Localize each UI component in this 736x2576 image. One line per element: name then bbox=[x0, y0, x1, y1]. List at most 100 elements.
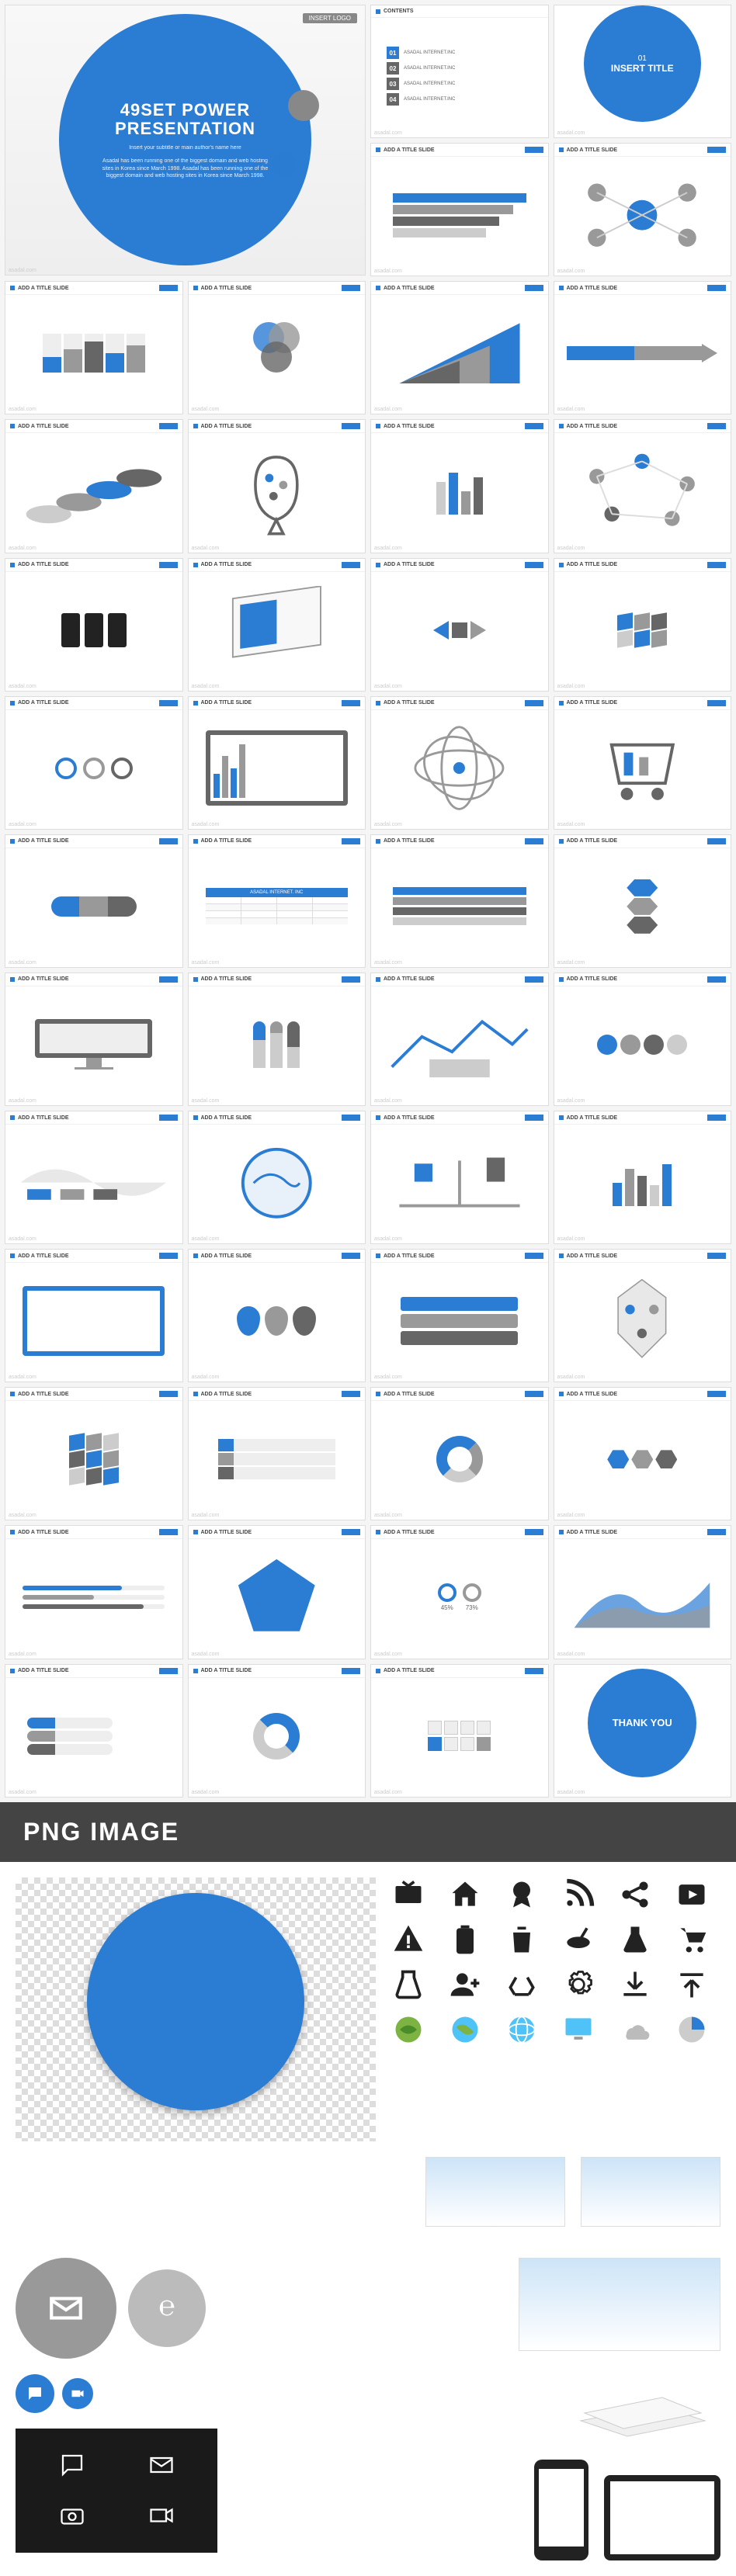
hero-subtitle: Insert your subtitle or main author's na… bbox=[129, 144, 241, 151]
paper-stack-icon bbox=[565, 2366, 720, 2444]
chat-icon bbox=[31, 2444, 113, 2487]
gear-icon bbox=[561, 1968, 595, 2002]
user-add-icon bbox=[448, 1968, 482, 2002]
pie-icon bbox=[675, 2013, 709, 2047]
contents-text: ASADAL INTERNET.INC bbox=[404, 50, 455, 55]
device-mockups bbox=[534, 2460, 720, 2560]
template-slide: ADD A TITLE SLIDEasadal.com bbox=[188, 1525, 366, 1659]
contents-num: 02 bbox=[387, 62, 399, 75]
template-slide: ADD A TITLE SLIDE asadal.com bbox=[554, 143, 732, 276]
template-slide: ADD A TITLE SLIDEasadal.com bbox=[188, 1111, 366, 1244]
home-icon bbox=[448, 1877, 482, 1912]
stock-image-placeholder bbox=[581, 2157, 720, 2227]
template-slide: ADD A TITLE SLIDE asadal.com bbox=[370, 143, 549, 276]
template-slide: ADD A TITLE SLIDEasadal.com bbox=[5, 834, 183, 968]
template-slide: ADD A TITLE SLIDEasadal.com bbox=[554, 419, 732, 553]
template-slide: ADD A TITLE SLIDE 45% 73% asadal.com bbox=[370, 1525, 549, 1659]
e-circle-icon: ℮ bbox=[128, 2269, 206, 2347]
stock-image-placeholder bbox=[425, 2157, 565, 2227]
hero-title-1: 49SET POWER bbox=[120, 101, 250, 120]
template-slide: ADD A TITLE SLIDEasadal.com bbox=[554, 281, 732, 414]
accent-dot bbox=[376, 9, 380, 14]
contents-num: 01 bbox=[387, 47, 399, 59]
gray-icon-circles: ℮ bbox=[16, 2258, 360, 2359]
template-slide: ADD A TITLE SLIDE asadal.com bbox=[370, 1249, 549, 1382]
template-slide: ADD A TITLE SLIDE asadal.com bbox=[5, 696, 183, 830]
template-slide: ADD A TITLE SLIDE asadal.com bbox=[188, 1387, 366, 1520]
template-slide: ADD A TITLE SLIDEasadal.com bbox=[554, 1111, 732, 1244]
hero-deco-circle bbox=[288, 90, 319, 121]
template-slide: ADD A TITLE SLIDE asadal.com bbox=[370, 1664, 549, 1798]
thankyou-circle: THANK YOU bbox=[588, 1669, 696, 1777]
template-slide: ADD A TITLE SLIDEASADAL INTERNET. INC as… bbox=[188, 834, 366, 968]
template-slide: ADD A TITLE SLIDE asadal.com bbox=[554, 834, 732, 968]
png-section-header: PNG IMAGE bbox=[0, 1802, 736, 1862]
alert-icon bbox=[391, 1922, 425, 1957]
share-icon bbox=[618, 1877, 652, 1912]
png-preview-left bbox=[16, 1877, 376, 2141]
template-slide: ADD A TITLE SLIDEasadal.com bbox=[5, 973, 183, 1106]
template-slide: ADD A TITLE SLIDEasadal.com bbox=[370, 1111, 549, 1244]
mail-circle-icon bbox=[16, 2258, 116, 2359]
hero-title-2: PRESENTATION bbox=[115, 120, 255, 138]
template-slide: ADD A TITLE SLIDE asadal.com bbox=[5, 1664, 183, 1798]
globe-plain-icon bbox=[505, 2013, 539, 2047]
black-icon-box bbox=[16, 2429, 217, 2553]
hero-deco-circle bbox=[273, 153, 296, 176]
template-slide: ADD A TITLE SLIDEasadal.com bbox=[370, 558, 549, 692]
template-slide: ADD A TITLE SLIDEasadal.com bbox=[370, 281, 549, 414]
mail-icon bbox=[120, 2444, 202, 2487]
template-slide: ADD A TITLE SLIDEasadal.com bbox=[370, 1387, 549, 1520]
play-icon bbox=[675, 1877, 709, 1912]
template-slide: ADD A TITLE SLIDE asadal.com bbox=[188, 973, 366, 1106]
template-slide: ADD A TITLE SLIDEasadal.com bbox=[554, 558, 732, 692]
badge-icon bbox=[505, 1877, 539, 1912]
png-assets-section bbox=[0, 1862, 736, 2157]
hero-circle: 49SET POWER PRESENTATION Insert your sub… bbox=[59, 14, 311, 265]
template-slide: ADD A TITLE SLIDEasadal.com bbox=[370, 973, 549, 1106]
template-slide: ADD A TITLE SLIDE asadal.com bbox=[554, 973, 732, 1106]
satellite-icon bbox=[561, 1922, 595, 1957]
tv-icon bbox=[391, 1877, 425, 1912]
template-slide: ADD A TITLE SLIDEasadal.com bbox=[554, 696, 732, 830]
template-slide: ADD A TITLE SLIDEasadal.com bbox=[5, 1387, 183, 1520]
png-assets-lower: ℮ bbox=[0, 2242, 736, 2576]
cart-icon bbox=[675, 1922, 709, 1957]
template-slide: ADD A TITLE SLIDEasadal.com bbox=[5, 419, 183, 553]
beaker-icon bbox=[391, 1968, 425, 2002]
misc-image-row bbox=[0, 2157, 736, 2242]
template-slide: ADD A TITLE SLIDEasadal.com bbox=[554, 1249, 732, 1382]
globe-leaf-icon bbox=[391, 2013, 425, 2047]
stock-image-placeholder bbox=[519, 2258, 720, 2351]
template-slide: ADD A TITLE SLIDE asadal.com bbox=[370, 834, 549, 968]
rss-icon bbox=[561, 1877, 595, 1912]
watermark: asadal.com bbox=[9, 268, 36, 273]
template-preview-page: INSERT LOGO 49SET POWER PRESENTATION Ins… bbox=[0, 0, 736, 2576]
trash-icon bbox=[505, 1922, 539, 1957]
hero-desc: Asadal has been running one of the bigge… bbox=[97, 158, 273, 179]
thankyou-slide: THANK YOU asadal.com bbox=[554, 1664, 732, 1798]
contents-text: ASADAL INTERNET.INC bbox=[404, 81, 455, 86]
upload-icon bbox=[675, 1968, 709, 2002]
template-slide: ADD A TITLE SLIDEasadal.com bbox=[554, 1525, 732, 1659]
chat-circle-icon bbox=[16, 2374, 54, 2413]
insert-logo-tag: INSERT LOGO bbox=[303, 13, 357, 23]
template-slide: ADD A TITLE SLIDEasadal.com bbox=[188, 558, 366, 692]
section-text: INSERT TITLE bbox=[611, 63, 674, 74]
template-slide: ADD A TITLE SLIDEasadal.com bbox=[188, 696, 366, 830]
insert-title-slide: 01 INSERT TITLE asadal.com bbox=[554, 5, 732, 138]
slides-grid: INSERT LOGO 49SET POWER PRESENTATION Ins… bbox=[0, 0, 736, 1802]
contents-text: ASADAL INTERNET.INC bbox=[404, 66, 455, 71]
globe-water-icon bbox=[448, 2013, 482, 2047]
big-blue-circle bbox=[87, 1893, 304, 2110]
contents-num: 04 bbox=[387, 93, 399, 106]
download-icon bbox=[618, 1968, 652, 2002]
phone-mockup bbox=[534, 2460, 588, 2560]
template-slide: ADD A TITLE SLIDEasadal.com bbox=[370, 696, 549, 830]
watermark: asadal.com bbox=[557, 1790, 585, 1795]
watermark: asadal.com bbox=[557, 130, 585, 136]
cloud-icon bbox=[618, 2013, 652, 2047]
hero-slide: INSERT LOGO 49SET POWER PRESENTATION Ins… bbox=[5, 5, 366, 276]
contents-slide: CONTENTS 01ASADAL INTERNET.INC 02ASADAL … bbox=[370, 5, 549, 138]
template-slide: ADD A TITLE SLIDEasadal.com bbox=[188, 281, 366, 414]
